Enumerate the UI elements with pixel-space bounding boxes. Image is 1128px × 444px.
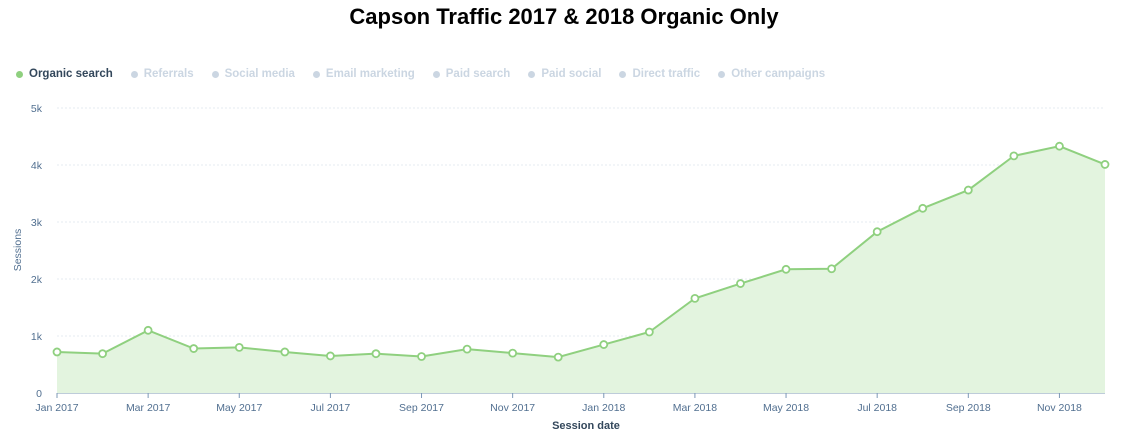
chart-legend: Organic search Referrals Social media Email… xyxy=(16,66,843,82)
legend-dot-icon xyxy=(130,70,138,78)
data-point[interactable] xyxy=(963,185,973,195)
x-tick-label: Mar 2017 xyxy=(126,402,171,414)
legend-item-paid-search[interactable]: Paid search xyxy=(432,68,511,80)
data-point[interactable] xyxy=(872,227,882,237)
x-tick-label: Sep 2018 xyxy=(946,402,991,414)
data-point[interactable] xyxy=(143,325,153,335)
data-point[interactable] xyxy=(98,349,107,359)
x-tick-label: Nov 2017 xyxy=(490,402,535,414)
data-point[interactable] xyxy=(462,344,472,354)
data-point[interactable] xyxy=(325,351,335,361)
data-point[interactable] xyxy=(553,352,563,362)
legend-label: Organic search xyxy=(29,68,113,80)
legend-dot-icon xyxy=(528,70,536,78)
legend-dot-icon xyxy=(16,70,23,78)
x-axis-title: Session date xyxy=(552,420,620,432)
data-point[interactable] xyxy=(1100,160,1110,169)
legend-item-email-marketing[interactable]: Email marketing xyxy=(312,68,415,80)
chart-title: Capson Traffic 2017 & 2018 Organic Only xyxy=(349,4,779,29)
legend-label: Other campaigns xyxy=(731,68,826,80)
data-point[interactable] xyxy=(781,264,791,274)
x-tick-label: Nov 2018 xyxy=(1037,402,1082,414)
x-tick-label: Mar 2018 xyxy=(673,402,718,414)
legend-item-other-campaigns[interactable]: Other campaigns xyxy=(718,68,825,80)
data-point[interactable] xyxy=(690,293,700,303)
legend-label: Referrals xyxy=(143,68,194,80)
legend-label: Email marketing xyxy=(325,68,415,80)
legend-item-organic-search[interactable]: Organic search xyxy=(16,68,113,80)
y-tick-label: 3k xyxy=(31,217,43,229)
data-point[interactable] xyxy=(1055,141,1064,151)
legend-dot-icon xyxy=(312,70,320,78)
y-axis-title: Sessions xyxy=(12,229,24,272)
legend-label: Direct traffic xyxy=(632,68,701,80)
legend-dot-icon xyxy=(619,70,627,78)
y-tick-label: 4k xyxy=(31,160,43,172)
legend-dot-icon xyxy=(432,70,440,78)
y-tick-label: 0 xyxy=(36,388,42,400)
legend-item-paid-social[interactable]: Paid social xyxy=(528,68,601,80)
data-point[interactable] xyxy=(280,347,290,357)
x-tick-label: May 2017 xyxy=(216,402,262,414)
data-point[interactable] xyxy=(234,342,244,352)
legend-label: Paid search xyxy=(445,68,511,80)
data-point[interactable] xyxy=(52,347,62,357)
data-point[interactable] xyxy=(599,340,609,349)
data-point[interactable] xyxy=(371,349,381,359)
x-tick-label: Jan 2018 xyxy=(582,402,625,414)
data-point[interactable] xyxy=(918,203,928,213)
legend-label: Paid social xyxy=(541,68,602,80)
legend-item-social-media[interactable]: Social media xyxy=(211,68,295,80)
x-tick-label: Jan 2017 xyxy=(35,402,78,414)
data-point[interactable] xyxy=(644,327,654,337)
x-tick-label: Sep 2017 xyxy=(399,402,444,414)
legend-item-referrals[interactable]: Referrals xyxy=(130,68,194,80)
data-point[interactable] xyxy=(827,264,837,274)
legend-label: Social media xyxy=(224,68,295,80)
legend-item-direct-traffic[interactable]: Direct traffic xyxy=(619,68,700,80)
legend-dot-icon xyxy=(211,70,219,78)
legend-dot-icon xyxy=(718,70,726,78)
data-point[interactable] xyxy=(736,279,745,288)
y-tick-label: 1k xyxy=(31,331,43,343)
series-area-fill xyxy=(57,146,1105,393)
data-point[interactable] xyxy=(508,348,518,358)
series-line xyxy=(56,145,1106,359)
data-point[interactable] xyxy=(1009,151,1019,161)
y-tick-label: 2k xyxy=(31,274,43,286)
data-point[interactable] xyxy=(189,344,199,353)
data-point[interactable] xyxy=(417,352,426,361)
y-tick-label: 5k xyxy=(31,103,43,115)
x-tick-label: Jul 2017 xyxy=(311,402,351,414)
x-tick-label: Jul 2018 xyxy=(857,402,897,414)
x-tick-label: May 2018 xyxy=(763,402,809,414)
